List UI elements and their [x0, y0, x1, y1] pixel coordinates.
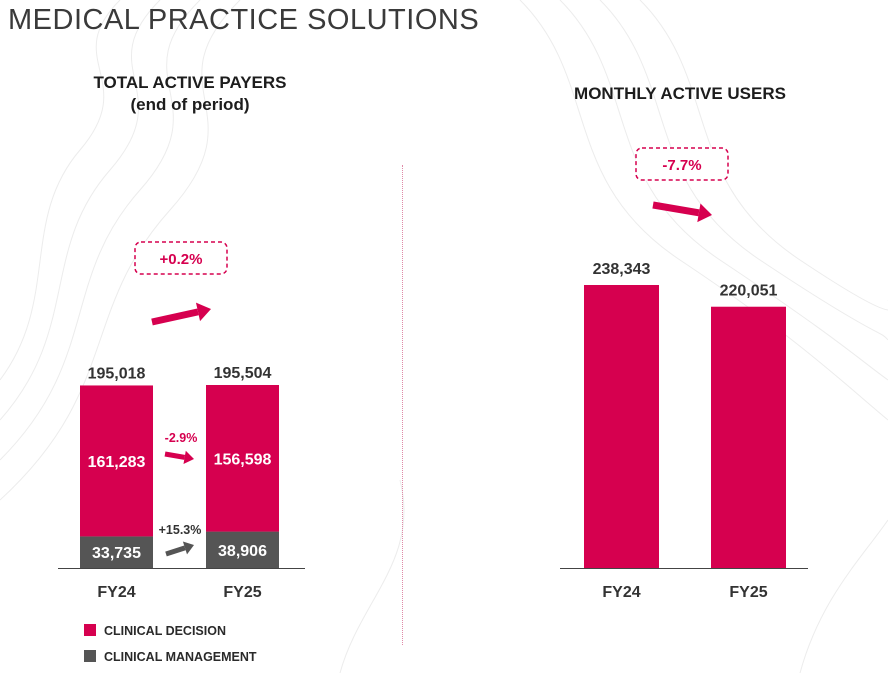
mau-change-arrow-shaft — [652, 201, 700, 217]
legend-label-clinical-management: CLINICAL MANAGEMENT — [104, 650, 257, 664]
mau-value-label-fy24: 238,343 — [593, 261, 651, 278]
total-label-fy25: 195,504 — [214, 365, 272, 382]
bar-clinical-management-fy25 — [206, 531, 279, 568]
mau-x-tick-fy25: FY25 — [729, 584, 767, 601]
page-title: MEDICAL PRACTICE SOLUTIONS — [8, 4, 480, 36]
payers-x-tick-fy25: FY25 — [223, 584, 261, 601]
payers-total-change-label: +0.2% — [160, 251, 203, 268]
mau-bar-fy25 — [711, 306, 786, 568]
total-label-fy24: 195,018 — [88, 365, 146, 382]
clinical-decision-arrow — [164, 450, 194, 465]
clinical-decision-change: -2.9% — [165, 431, 198, 445]
chart-divider — [402, 165, 403, 645]
clinical-management-change: +15.3% — [159, 523, 202, 537]
bar-clinical-decision-fy24 — [80, 385, 153, 537]
clinical-decision-arrow-head — [183, 450, 194, 465]
payers-chart-title: TOTAL ACTIVE PAYERS (end of period) — [50, 72, 330, 116]
legend-swatch-clinical-decision — [84, 624, 96, 636]
data-label-clinical-management-fy24: 33,735 — [92, 545, 141, 562]
mau-change-label: -7.7% — [662, 157, 701, 174]
legend-label-clinical-decision: CLINICAL DECISION — [104, 624, 226, 638]
mau-change-arrow — [652, 201, 712, 223]
payers-chart-subtitle: (end of period) — [130, 95, 250, 114]
mau-x-tick-fy24: FY24 — [602, 584, 640, 601]
clinical-management-arrow — [165, 541, 194, 557]
bar-clinical-decision-fy25 — [206, 385, 279, 532]
bar-clinical-management-fy24 — [80, 536, 153, 568]
legend-item-clinical-decision: CLINICAL DECISION — [84, 624, 226, 638]
clinical-management-arrow-shaft — [165, 545, 186, 557]
mau-change-box — [635, 147, 729, 181]
payers-total-arrow-shaft — [151, 308, 199, 326]
payers-total-arrow-head — [195, 302, 211, 322]
mau-change-arrow-head — [697, 203, 712, 223]
legend-item-clinical-management: CLINICAL MANAGEMENT — [84, 650, 257, 664]
payers-total-arrow — [151, 302, 211, 326]
data-label-clinical-decision-fy24: 161,283 — [88, 454, 146, 471]
clinical-decision-arrow-shaft — [164, 451, 186, 460]
mau-chart-title: MONTHLY ACTIVE USERS — [574, 84, 786, 103]
payers-x-tick-fy24: FY24 — [97, 584, 135, 601]
mau-bar-fy24 — [584, 285, 659, 568]
legend-swatch-clinical-management — [84, 650, 96, 662]
data-label-clinical-decision-fy25: 156,598 — [214, 451, 272, 468]
clinical-management-arrow-head — [182, 541, 194, 555]
payers-chart-title-text: TOTAL ACTIVE PAYERS — [93, 73, 287, 92]
mau-value-label-fy25: 220,051 — [720, 283, 778, 300]
payers-total-change-box — [134, 241, 228, 275]
data-label-clinical-management-fy25: 38,906 — [218, 543, 267, 560]
